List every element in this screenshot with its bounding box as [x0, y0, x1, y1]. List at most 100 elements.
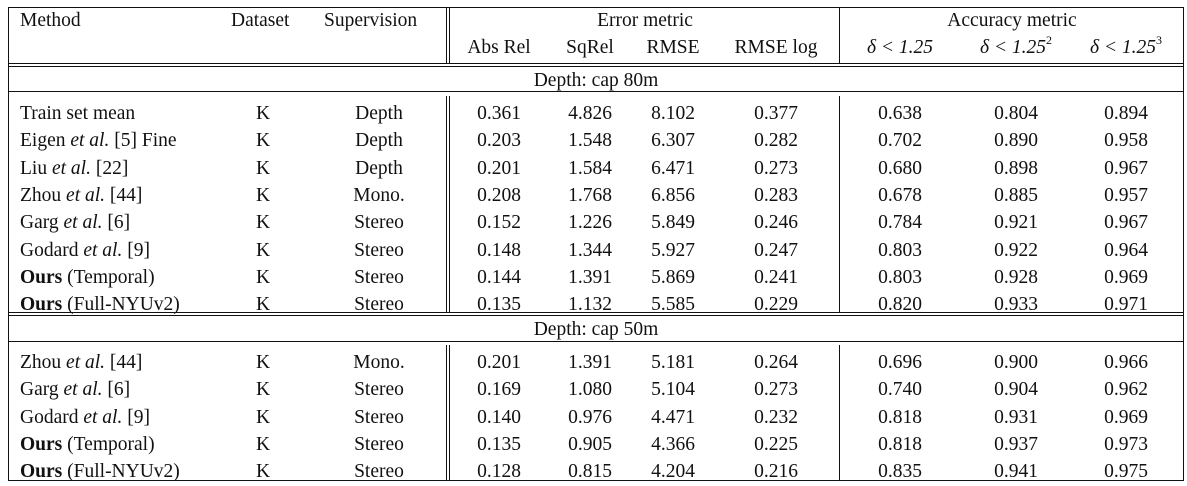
value-cell: 0.225 [754, 433, 798, 455]
header-method: Method [20, 10, 81, 31]
value-cell: 4.471 [651, 406, 695, 428]
value-cell: 0.835 [878, 461, 922, 483]
rule-header-bottom-2 [8, 66, 1184, 67]
header-delta3: δ < 1.253 [1089, 33, 1163, 58]
value-cell: 0.928 [994, 266, 1038, 288]
rule-sep-metric [839, 345, 840, 480]
rule-sep-metric [839, 7, 840, 64]
method-cell: Zhou et al. [44] [20, 351, 142, 375]
value-cell: 0.361 [477, 103, 521, 124]
method-bold: Ours [20, 266, 63, 288]
method-suffix: [6] [102, 379, 131, 401]
value-cell: 0.818 [878, 406, 922, 428]
method-italic: et al. [51, 157, 91, 179]
dataset-cell: K [255, 352, 271, 373]
method-cell: Garg et al. [6] [20, 378, 130, 402]
supervision-cell: Depth [355, 157, 403, 179]
value-cell: 0.696 [878, 352, 922, 373]
value-cell: 0.969 [1104, 266, 1148, 288]
dataset-cell: K [255, 433, 271, 455]
dataset-cell: K [255, 212, 271, 234]
supervision-cell: Stereo [354, 461, 404, 483]
value-cell: 0.152 [477, 212, 521, 234]
value-cell: 0.702 [878, 130, 922, 152]
value-cell: 1.344 [568, 239, 612, 261]
dataset-cell: K [255, 406, 271, 428]
value-cell: 0.273 [754, 379, 798, 401]
value-cell: 0.638 [878, 103, 922, 124]
value-cell: 0.241 [754, 266, 798, 288]
value-cell: 0.969 [1104, 406, 1148, 428]
value-cell: 0.973 [1104, 433, 1148, 455]
section-title: Depth: cap 80m [533, 70, 659, 91]
method-cell: Garg et al. [6] [20, 211, 130, 235]
method-name: Godard [20, 239, 84, 261]
header-rmse: RMSE [646, 37, 700, 58]
method-suffix: [9] [122, 239, 150, 261]
value-cell: 0.905 [568, 433, 612, 455]
value-cell: 0.232 [754, 406, 798, 428]
method-bold: Ours [20, 433, 63, 455]
method-suffix: [22] [90, 157, 129, 179]
method-italic: et al. [83, 406, 123, 428]
method-suffix: (Temporal) [62, 433, 155, 455]
rule-section2-title [8, 341, 1184, 342]
value-cell: 0.273 [754, 157, 798, 179]
dataset-cell: K [255, 184, 271, 206]
rule-sep-method-1 [446, 345, 447, 480]
header-sq-rel: SqRel [566, 37, 614, 58]
dataset-cell: K [255, 130, 271, 152]
rule-section1-end-1 [8, 312, 1184, 313]
header-rmse-log: RMSE log [734, 37, 818, 58]
header-dataset: Dataset [231, 10, 290, 31]
value-cell: 0.804 [994, 103, 1038, 124]
value-cell: 0.740 [878, 379, 922, 401]
header-delta1: δ < 1.25 [866, 37, 934, 58]
value-cell: 0.820 [878, 294, 922, 316]
value-cell: 5.104 [651, 379, 695, 401]
supervision-cell: Depth [355, 103, 403, 124]
method-suffix: (Temporal) [62, 266, 155, 288]
value-cell: 1.080 [568, 379, 612, 401]
value-cell: 6.471 [651, 157, 695, 179]
dataset-cell: K [255, 294, 271, 316]
supervision-cell: Stereo [354, 406, 404, 428]
value-cell: 0.941 [994, 461, 1038, 483]
value-cell: 5.869 [651, 266, 695, 288]
header-abs-rel: Abs Rel [467, 37, 531, 58]
supervision-cell: Stereo [354, 266, 404, 288]
method-suffix: [44] [105, 184, 143, 206]
value-cell: 0.885 [994, 184, 1038, 206]
value-cell: 0.967 [1104, 157, 1148, 179]
value-cell: 0.678 [878, 184, 922, 206]
value-cell: 0.898 [994, 157, 1038, 179]
rule-sep-method-2 [449, 345, 450, 480]
method-bold: Ours [20, 294, 63, 316]
method-italic: et al. [63, 379, 103, 401]
dataset-cell: K [255, 157, 271, 179]
value-cell: 0.246 [754, 212, 798, 234]
supervision-cell: Stereo [354, 239, 404, 261]
method-cell: Ours (Temporal) [20, 266, 155, 290]
value-cell: 0.283 [754, 184, 798, 206]
value-cell: 1.391 [568, 352, 612, 373]
value-cell: 0.962 [1104, 379, 1148, 401]
method-cell: Train set mean [20, 102, 135, 126]
header-supervision: Supervision [324, 10, 418, 31]
value-cell: 0.144 [477, 266, 521, 288]
value-cell: 1.391 [568, 266, 612, 288]
value-cell: 0.148 [477, 239, 521, 261]
method-name: Garg [20, 379, 64, 401]
value-cell: 5.181 [651, 352, 695, 373]
value-cell: 0.922 [994, 239, 1038, 261]
value-cell: 0.247 [754, 239, 798, 261]
value-cell: 0.957 [1104, 184, 1148, 206]
header-delta2: δ < 1.252 [979, 33, 1053, 58]
rule-sep-metric [839, 96, 840, 312]
method-cell: Eigen et al. [5] Fine [20, 129, 177, 153]
value-cell: 4.826 [568, 103, 612, 124]
supervision-cell: Stereo [354, 379, 404, 401]
method-cell: Godard et al. [9] [20, 239, 150, 263]
method-italic: et al. [66, 184, 106, 206]
method-cell: Godard et al. [9] [20, 406, 150, 430]
